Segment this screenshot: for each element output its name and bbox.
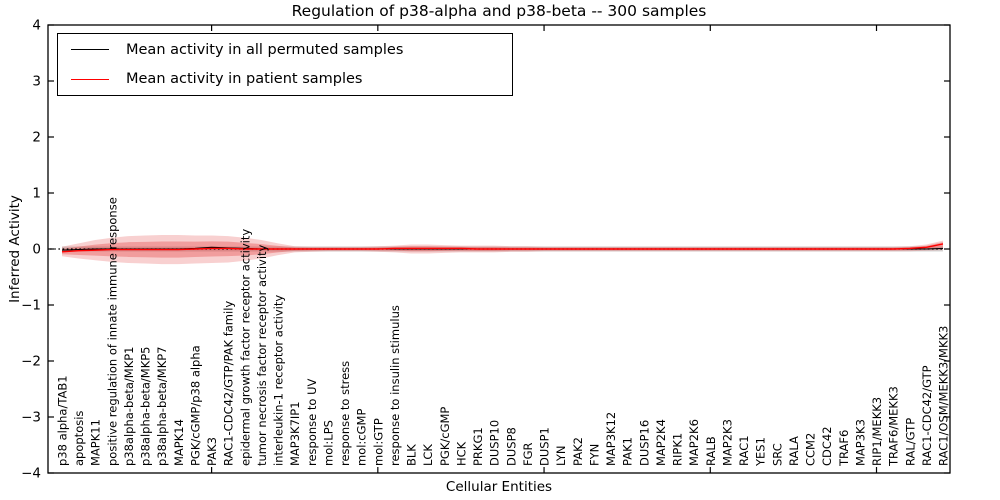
y-tick-label: 4 (32, 18, 41, 34)
x-tick-label: PRKG1 (471, 427, 485, 466)
x-tick-label: mol:GTP (371, 418, 385, 466)
x-tick-label: RAC1-CDC42/GTP (920, 365, 934, 466)
x-tick-label: MAP3K3 (853, 419, 867, 466)
x-tick-label: CCM2 (804, 433, 818, 466)
legend-item-permuted: Mean activity in all permuted samples (58, 36, 512, 64)
x-axis-label: Cellular Entities (445, 479, 553, 495)
chart-title: Regulation of p38-alpha and p38-beta -- … (291, 2, 707, 20)
x-tick-label: DUSP16 (637, 420, 651, 466)
x-tick-label: PAK3 (205, 437, 219, 466)
x-tick-label: response to insulin stimulus (388, 305, 402, 466)
x-tick-label: MAP2K4 (654, 419, 668, 466)
x-tick-label: RAC1/OSM/MEKK3/MKK3 (937, 326, 951, 466)
x-tick-label: apoptosis (72, 411, 86, 466)
y-tick-label: 1 (32, 186, 41, 202)
x-tick-label: RAL/GTP (903, 418, 917, 466)
x-axis-ticks (211, 25, 878, 473)
x-tick-label: RAC1-CDC42/GTP/PAK family (222, 301, 236, 466)
x-tick-label: response to UV (305, 378, 319, 466)
x-tick-label: FGR (521, 442, 535, 466)
legend-item-patient: Mean activity in patient samples (58, 65, 512, 93)
x-tick-label: epidermal growth factor receptor activit… (238, 229, 252, 466)
x-tick-label: HCK (454, 441, 468, 466)
y-tick-label: −2 (21, 354, 41, 370)
patient-line-swatch (71, 78, 109, 80)
y-axis-ticks: −4 −3 −2 −1 0 1 2 3 4 (21, 18, 950, 482)
y-tick-label: −4 (21, 466, 41, 482)
x-tick-label: TRAF6/MEKK3 (887, 386, 901, 467)
y-tick-label: 2 (32, 130, 41, 146)
x-tick-label: p38alpha-beta/MKP5 (139, 347, 153, 466)
x-tick-label: PAK1 (621, 437, 635, 466)
y-tick-label: 0 (32, 242, 41, 258)
y-tick-label: 3 (32, 74, 41, 90)
x-tick-label: PAK2 (571, 437, 585, 466)
x-tick-label: LYN (554, 445, 568, 466)
x-tick-label: p38 alpha/TAB1 (56, 375, 70, 466)
x-tick-label: tumor necrosis factor receptor activity (255, 244, 269, 466)
legend-label-patient: Mean activity in patient samples (126, 71, 363, 88)
x-tick-label: interleukin-1 receptor activity (272, 295, 286, 466)
x-tick-label: RIP1/MEKK3 (870, 397, 884, 466)
x-tick-label: p38alpha-beta/MKP7 (155, 347, 169, 466)
x-tick-label: p38alpha-beta/MKP1 (122, 347, 136, 466)
permuted-line-swatch (71, 49, 109, 51)
legend: Mean activity in all permuted samples Me… (57, 33, 513, 96)
x-tick-label: MAP2K6 (687, 419, 701, 466)
x-tick-label: FYN (587, 444, 601, 466)
y-tick-label: −1 (21, 298, 41, 314)
x-tick-label: DUSP8 (504, 427, 518, 466)
x-tick-label: MAPK11 (89, 419, 103, 466)
x-tick-label: TRAF6 (837, 430, 851, 467)
y-tick-label: −3 (21, 410, 41, 426)
x-tick-label: response to stress (338, 361, 352, 466)
x-tick-label: MAP2K3 (720, 419, 734, 466)
x-tick-label: RALB (704, 436, 718, 466)
x-tick-label: PGK/cGMP/p38 alpha (188, 345, 202, 466)
x-tick-label: MAP3K7IP1 (288, 401, 302, 466)
x-tick-label: DUSP10 (488, 420, 502, 466)
x-tick-label: RIPK1 (671, 433, 685, 466)
x-tick-label: MAPK14 (172, 419, 186, 466)
x-tick-label: DUSP1 (538, 427, 552, 466)
legend-label-permuted: Mean activity in all permuted samples (126, 41, 404, 58)
x-tick-label: BLK (405, 444, 419, 466)
x-tick-label: RALA (787, 436, 801, 466)
x-tick-label: YES1 (754, 437, 768, 467)
x-tick-label: positive regulation of innate immune res… (105, 197, 119, 466)
x-tick-label: MAP3K12 (604, 412, 618, 466)
x-tick-label: RAC1 (737, 435, 751, 466)
patient-mean-line (61, 243, 944, 253)
x-tick-label: mol:LPS (321, 420, 335, 466)
x-category-labels: p38 alpha/TAB1 apoptosis MAPK11 positive re… (56, 197, 951, 467)
x-tick-label: SRC (770, 443, 784, 466)
x-tick-label: LCK (421, 444, 435, 466)
x-tick-label: PGK/cGMP (438, 407, 452, 466)
x-tick-label: mol:cGMP (355, 409, 369, 466)
x-tick-label: CDC42 (820, 426, 834, 466)
